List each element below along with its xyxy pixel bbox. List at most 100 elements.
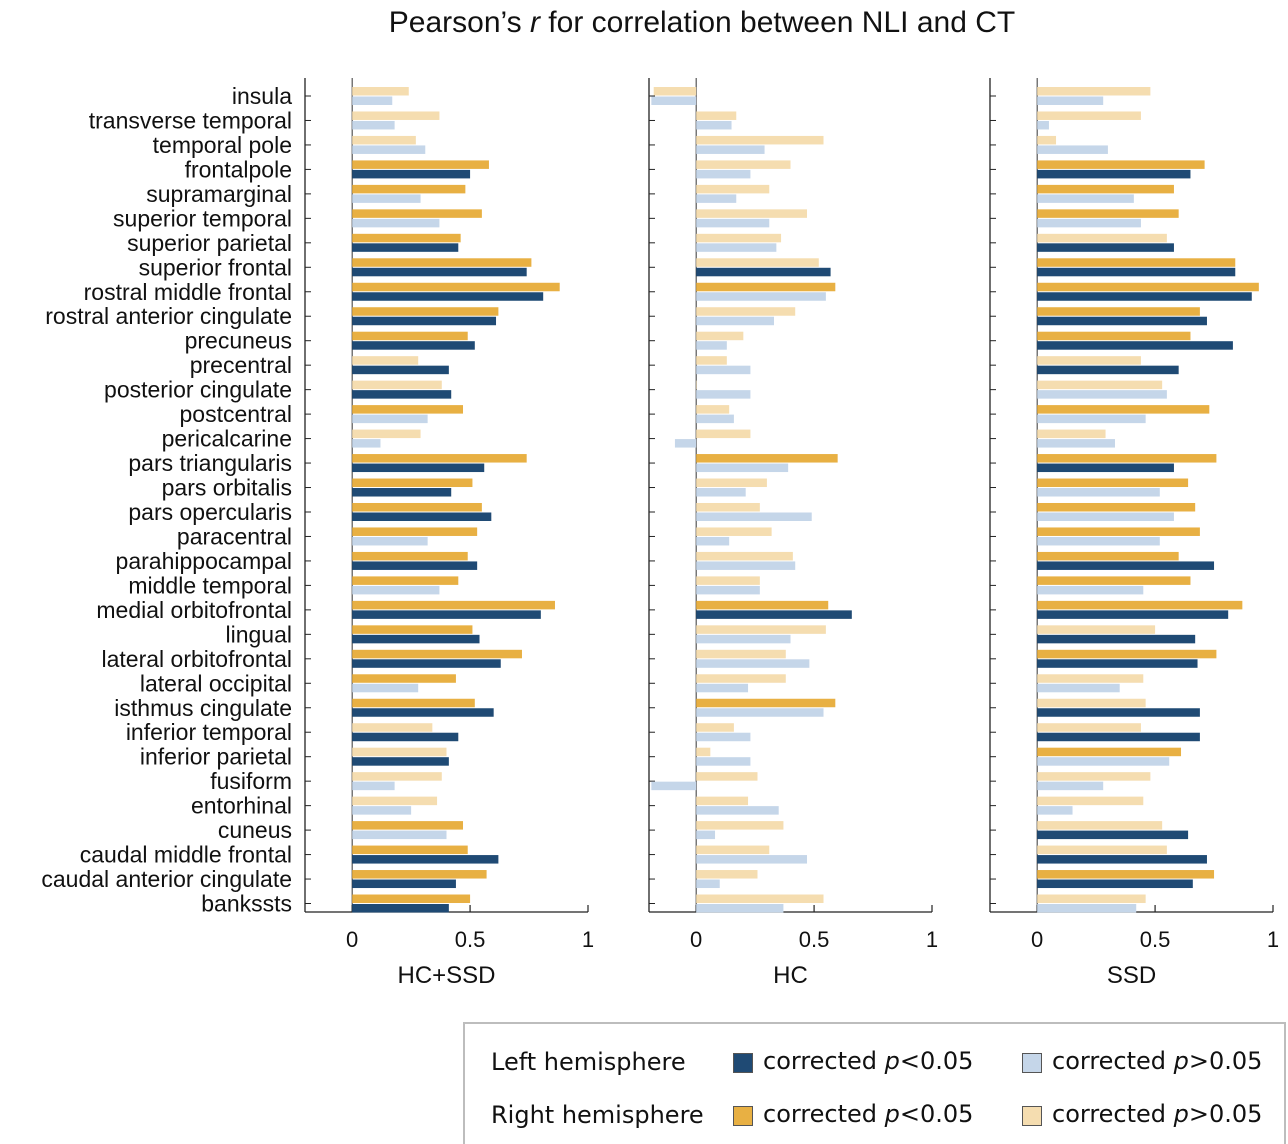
panel-2-bar-left-32 (1037, 879, 1193, 889)
panel-0-bar-right-22 (352, 625, 473, 634)
panel-1-bar-right-8 (696, 282, 836, 292)
panel-0-bar-left-29 (352, 806, 412, 815)
legend-left-significant-text: corrected p<0.05 (763, 1047, 973, 1075)
panel-1-bar-left-29 (696, 806, 779, 815)
panel-2-bar-right-7 (1037, 258, 1236, 267)
panel-0-bar-left-28 (352, 781, 395, 791)
panel-1-bar-left-33 (696, 904, 784, 913)
legend-p: p (1173, 1100, 1189, 1128)
panel-2-bar-right-12 (1037, 380, 1163, 390)
legend-prefix: corrected (763, 1100, 885, 1128)
panel-0-bar-right-18 (352, 527, 478, 536)
panel-1-bar-right-20 (696, 576, 760, 585)
panel-2-bar-right-15 (1037, 454, 1217, 463)
panel-1-bar-right-12 (696, 380, 697, 390)
panel-0-bar-right-32 (352, 870, 487, 879)
panel-0-bar-left-13 (352, 414, 428, 424)
legend-left-nonsignificant-text: corrected p>0.05 (1052, 1047, 1262, 1075)
panel-2-bar-right-21 (1037, 600, 1243, 610)
panel-1-bar-left-19 (696, 561, 796, 570)
panel-1-bar-right-30 (696, 821, 784, 830)
legend-left-hemisphere-label: Left hemisphere (491, 1048, 686, 1076)
panel-2-x-tick-label: 1 (1267, 927, 1279, 952)
panel-0-bar-left-6 (352, 243, 459, 252)
panel-2-bar-right-27 (1037, 747, 1182, 757)
panel-2-xlabel: SSD (1107, 962, 1156, 989)
panel-1-bar-left-32 (696, 879, 720, 889)
panel-1-bar-left-12 (696, 390, 751, 399)
region-label-14: pericalcarine (162, 426, 292, 452)
panel-1-x-tick-label: 0 (690, 927, 702, 952)
panel-0-bar-left-3 (352, 169, 471, 179)
legend-prefix: corrected (1052, 1047, 1174, 1075)
panel-1-bar-left-30 (696, 830, 716, 840)
panel-2-x-tick-label: 0.5 (1140, 927, 1171, 952)
panel-1-bar-right-22 (696, 625, 826, 634)
region-label-23: lateral orbitofrontal (102, 646, 293, 672)
panel-2-bar-left-8 (1037, 292, 1252, 301)
panel-1-bar-left-9 (696, 316, 774, 326)
panel-1-bar-right-17 (696, 502, 760, 512)
panel-0-bar-right-15 (352, 454, 527, 463)
legend-row-right: Right hemisphere corrected p<0.05 correc… (465, 1095, 1284, 1135)
panel-2-bar-left-25 (1037, 708, 1200, 717)
panel-0-bar-left-5 (352, 218, 440, 228)
panel-1-bar-left-22 (696, 634, 791, 644)
panel-0-bar-right-23 (352, 649, 522, 659)
region-label-28: fusiform (210, 768, 292, 794)
panel-0-bar-left-31 (352, 855, 499, 864)
panel-0-bar-right-17 (352, 502, 482, 512)
panel-2-bar-right-11 (1037, 356, 1141, 365)
panel-0-bar-right-9 (352, 307, 499, 316)
panel-0-bar-left-18 (352, 536, 428, 546)
panel-1-bar-left-21 (696, 610, 852, 619)
panel-0-bar-right-21 (352, 600, 555, 610)
panel-2-bar-left-2 (1037, 145, 1108, 154)
panel-2-bar-right-31 (1037, 845, 1167, 855)
panel-2-bar-left-19 (1037, 561, 1215, 570)
panel-0-bar-right-5 (352, 209, 482, 218)
panel-1-bar-left-26 (696, 732, 751, 742)
panel-0-bar-left-1 (352, 120, 395, 130)
panel-0-bar-left-14 (352, 439, 381, 448)
panel-1-bar-left-4 (696, 194, 737, 203)
panel-2-bar-right-18 (1037, 527, 1200, 536)
region-label-11: precentral (190, 352, 292, 378)
panel-1-bar-right-33 (696, 894, 824, 904)
region-label-15: pars triangularis (128, 450, 292, 476)
panel-0-bar-right-0 (352, 87, 409, 96)
panel-1-bar-right-1 (696, 111, 737, 120)
legend-swatch-right-significant (733, 1106, 753, 1126)
panel-1-bar-right-24 (696, 674, 786, 683)
panel-1-bar-left-18 (696, 536, 730, 546)
panel-2-bar-right-24 (1037, 674, 1144, 683)
panel-1-bar-right-21 (696, 600, 829, 610)
panel-0-bar-right-2 (352, 135, 416, 145)
panel-0-bar-left-22 (352, 634, 480, 644)
panel-2-bar-right-17 (1037, 502, 1196, 512)
panel-1-bar-right-28 (696, 772, 758, 781)
region-label-26: inferior temporal (126, 719, 292, 745)
legend-p: p (884, 1047, 900, 1075)
panel-0-x-tick-label: 0.5 (455, 927, 486, 952)
panel-1-bar-left-0 (651, 96, 697, 105)
panel-0-xlabel: HC+SSD (397, 962, 495, 989)
panel-0-bar-right-33 (352, 894, 471, 904)
panel-2-bar-right-32 (1037, 870, 1215, 879)
panel-0-bar-right-7 (352, 258, 532, 267)
panel-1-bar-right-23 (696, 649, 786, 659)
panel-0-bar-left-33 (352, 904, 449, 913)
panel-0-bar-right-6 (352, 233, 461, 243)
panel-1-bar-right-16 (696, 478, 767, 488)
panel-0-bar-right-4 (352, 184, 466, 194)
panel-1-bar-right-31 (696, 845, 770, 855)
title-suffix: for correlation between NLI and CT (539, 6, 1016, 39)
panel-2-bar-left-30 (1037, 830, 1189, 840)
panel-1-bar-right-2 (696, 135, 824, 145)
panel-0-bar-left-24 (352, 683, 419, 693)
panel-0-bar-left-25 (352, 708, 494, 717)
panel-0-bar-right-8 (352, 282, 560, 292)
panel-0-x-tick-label: 1 (582, 927, 594, 952)
panel-2-bar-left-20 (1037, 585, 1144, 595)
panel-0-bar-left-15 (352, 463, 485, 473)
